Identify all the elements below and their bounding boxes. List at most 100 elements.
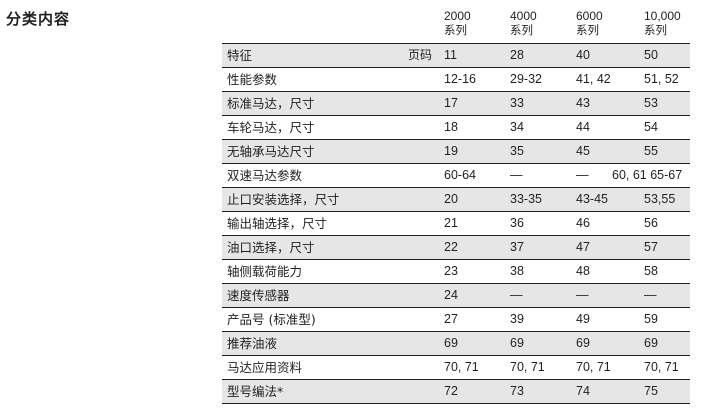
table-row: 油口选择，尺寸 22 37 47 57 (222, 236, 690, 260)
cell-2000: 12-16 (444, 72, 476, 86)
row-label: 型号编法* (227, 384, 284, 399)
row-label: 标准马达，尺寸 (227, 96, 315, 111)
cell-10000: — (644, 288, 657, 302)
table-row: 双速马达参数 60-64 — — 60, 61 65-67 (222, 164, 690, 188)
row-label: 输出轴选择，尺寸 (227, 216, 328, 231)
cell-2000: 23 (444, 264, 458, 278)
cell-10000: 53 (644, 96, 658, 110)
column-header-10000: 10,000 系列 (644, 9, 681, 37)
cell-6000: 49 (576, 312, 590, 326)
cell-6000: 43 (576, 96, 590, 110)
cell-4000: 70, 71 (510, 360, 545, 374)
cell-6000: 44 (576, 120, 590, 134)
cell-6000: 74 (576, 384, 590, 398)
table-row: 型号编法* 72 73 74 75 (222, 380, 690, 404)
table-row: 速度传感器 24 — — — (222, 284, 690, 308)
table-row: 轴侧载荷能力 23 38 48 58 (222, 260, 690, 284)
table-row: 马达应用资料 70, 71 70, 71 70, 71 70, 71 (222, 356, 690, 380)
cell-10000: 59 (644, 312, 658, 326)
row-label: 车轮马达，尺寸 (227, 120, 315, 135)
cell-4000: 29-32 (510, 72, 542, 86)
row-label: 推荐油液 (227, 336, 278, 351)
cell-2000: 60-64 (444, 168, 476, 182)
cell-10000: 53,55 (644, 192, 676, 206)
column-header-4000: 4000 系列 (510, 9, 537, 37)
cell-2000: 20 (444, 192, 458, 206)
column-header-6000: 6000 系列 (576, 9, 603, 37)
cell-6000: 46 (576, 216, 590, 230)
row-label: 马达应用资料 (227, 360, 303, 375)
cell-10000: 60, 61 65-67 (612, 168, 683, 182)
cell-10000: 56 (644, 216, 658, 230)
cell-6000: — (576, 168, 589, 182)
cell-2000: 24 (444, 288, 458, 302)
cell-6000: 43-45 (576, 192, 608, 206)
row-label: 特征 (227, 48, 253, 63)
column-header-sub: 系列 (576, 23, 599, 37)
table-row: 输出轴选择，尺寸 21 36 46 56 (222, 212, 690, 236)
cell-6000: 69 (576, 336, 590, 350)
cell-4000: 33-35 (510, 192, 542, 206)
column-header-number: 6000 (576, 9, 603, 23)
page-number-label: 页码 (408, 48, 433, 62)
table-row: 产品号 (标准型) 27 39 49 59 (222, 308, 690, 332)
cell-10000: 69 (644, 336, 658, 350)
cell-2000: 18 (444, 120, 458, 134)
cell-6000: 41, 42 (576, 72, 611, 86)
table-row: 特征 页码 11 28 40 50 (222, 44, 690, 68)
cell-10000: 75 (644, 384, 658, 398)
cell-10000: 51, 52 (644, 72, 679, 86)
cell-4000: — (510, 168, 523, 182)
row-label: 无轴承马达尺寸 (227, 144, 315, 159)
cell-2000: 11 (444, 48, 457, 62)
cell-4000: 33 (510, 96, 524, 110)
cell-6000: 40 (576, 48, 590, 62)
cell-2000: 27 (444, 312, 458, 326)
cell-10000: 57 (644, 240, 658, 254)
row-label: 产品号 (标准型) (227, 312, 316, 327)
table-row: 性能参数 12-16 29-32 41, 42 51, 52 (222, 68, 690, 92)
cell-10000: 58 (644, 264, 658, 278)
cell-4000: 34 (510, 120, 524, 134)
row-label: 止口安装选择，尺寸 (227, 192, 340, 207)
cell-2000: 17 (444, 96, 458, 110)
contents-table: 特征 页码 11 28 40 50 性能参数 12-16 29-32 41, 4… (222, 43, 690, 404)
cell-6000: 47 (576, 240, 590, 254)
cell-2000: 70, 71 (444, 360, 479, 374)
cell-4000: 38 (510, 264, 524, 278)
cell-2000: 21 (444, 216, 458, 230)
cell-2000: 19 (444, 144, 458, 158)
column-header-number: 10,000 (644, 9, 681, 23)
table-row: 无轴承马达尺寸 19 35 45 55 (222, 140, 690, 164)
column-header-number: 4000 (510, 9, 537, 23)
column-header-sub: 系列 (644, 23, 667, 37)
column-header-number: 2000 (444, 9, 471, 23)
row-label: 性能参数 (227, 72, 278, 87)
table-row: 推荐油液 69 69 69 69 (222, 332, 690, 356)
row-label: 油口选择，尺寸 (227, 240, 315, 255)
cell-10000: 54 (644, 120, 658, 134)
cell-2000: 22 (444, 240, 458, 254)
cell-2000: 69 (444, 336, 458, 350)
cell-4000: 73 (510, 384, 524, 398)
cell-4000: 28 (510, 48, 524, 62)
cell-4000: 37 (510, 240, 524, 254)
column-header-sub: 系列 (444, 23, 467, 37)
cell-2000: 72 (444, 384, 458, 398)
table-row: 标准马达，尺寸 17 33 43 53 (222, 92, 690, 116)
column-header-2000: 2000 系列 (444, 9, 471, 37)
cell-10000: 50 (644, 48, 658, 62)
column-header-sub: 系列 (510, 23, 533, 37)
cell-10000: 70, 71 (644, 360, 679, 374)
cell-4000: 36 (510, 216, 524, 230)
cell-6000: 70, 71 (576, 360, 611, 374)
cell-6000: 45 (576, 144, 590, 158)
table-row: 止口安装选择，尺寸 20 33-35 43-45 53,55 (222, 188, 690, 212)
cell-4000: 39 (510, 312, 524, 326)
row-label: 双速马达参数 (227, 168, 303, 183)
cell-10000: 55 (644, 144, 658, 158)
row-label: 轴侧载荷能力 (227, 264, 303, 279)
cell-4000: — (510, 288, 523, 302)
cell-4000: 35 (510, 144, 524, 158)
row-label: 速度传感器 (227, 288, 290, 303)
